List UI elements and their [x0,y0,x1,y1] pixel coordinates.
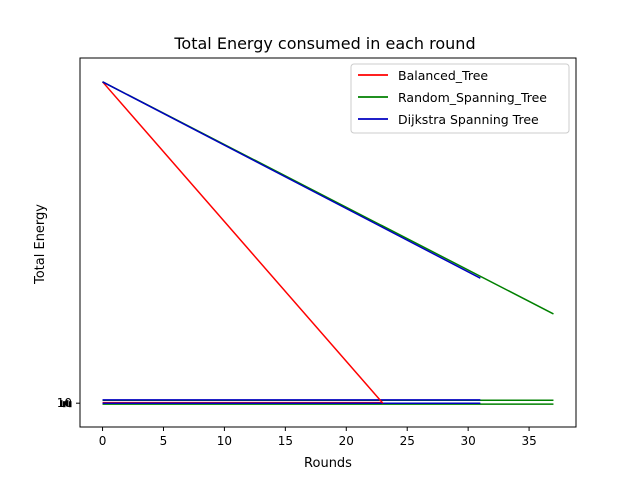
x-tick-label: 25 [400,434,415,448]
legend: Balanced_Tree Random_Spanning_Tree Dijkstr… [350,63,570,134]
baseline-lines [102,399,554,405]
series-line-balanced-tree [101,81,384,404]
plot-area-frame [79,57,577,428]
x-tick-label: 20 [339,434,354,448]
y-tick-overlap-glyph [60,400,63,407]
x-tick-label: 0 [99,434,107,448]
series-lines [101,81,554,404]
x-tick-label: 5 [160,434,168,448]
y-tick-overlap-glyph [69,401,72,408]
y-tick-overlap-glyph [66,400,69,407]
y-tick-overlap-glyph [63,401,66,408]
legend-label: Dijkstra Spanning Tree [398,112,539,127]
y-axis-ticks: 10 [57,396,80,410]
x-tick-label: 30 [461,434,476,448]
legend-box [350,63,570,134]
legend-label: Balanced_Tree [398,68,488,83]
x-tick-label: 15 [278,434,293,448]
legend-label: Random_Spanning_Tree [398,90,547,105]
series-line-dijkstra-spanning-tree [102,81,481,279]
x-tick-label: 35 [521,434,536,448]
x-axis-ticks: 0 5 10 15 20 25 30 35 [99,427,537,448]
x-tick-label: 10 [217,434,232,448]
y-axis-label: Total Energy [33,204,48,285]
chart-title: Total Energy consumed in each round [173,34,475,53]
x-axis-label: Rounds [304,456,352,471]
